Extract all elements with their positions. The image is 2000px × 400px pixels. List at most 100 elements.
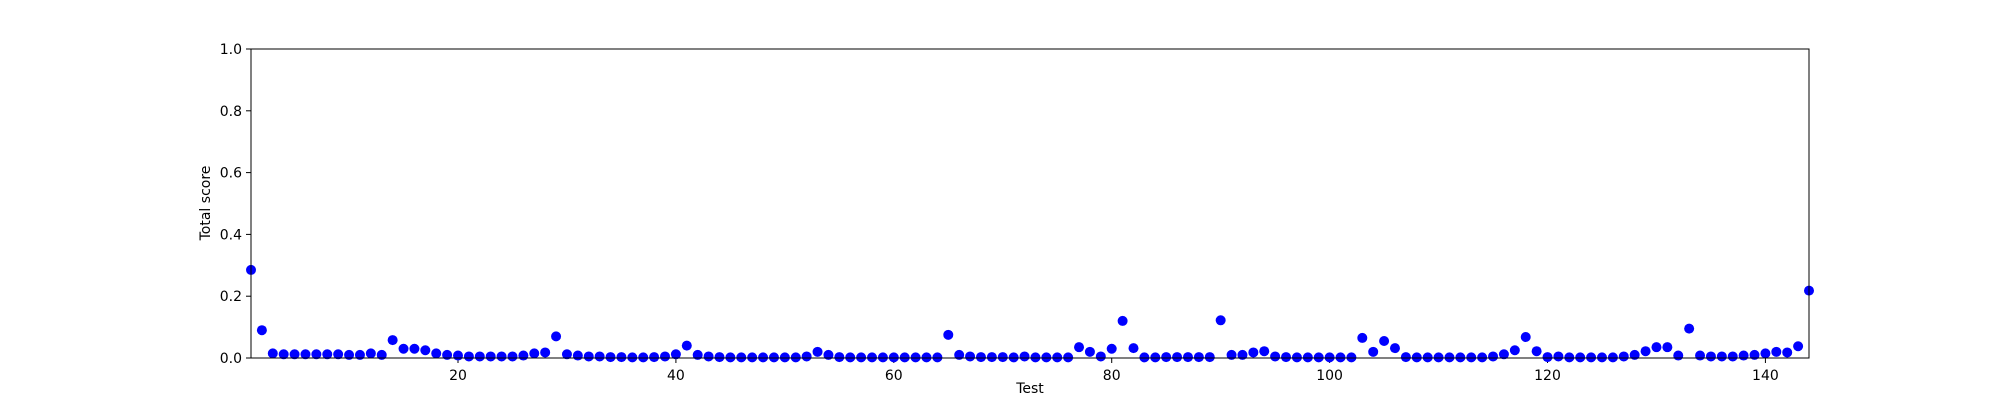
point xyxy=(300,349,311,360)
point xyxy=(834,352,845,363)
point xyxy=(692,349,703,360)
y-tick-label: 0.0 xyxy=(220,351,242,367)
point xyxy=(954,349,965,360)
point xyxy=(496,351,507,362)
point xyxy=(758,352,769,363)
x-tick-label: 40 xyxy=(667,368,685,384)
point xyxy=(1389,343,1400,354)
point xyxy=(856,352,867,363)
point xyxy=(1477,352,1488,363)
point xyxy=(398,343,409,354)
point xyxy=(801,351,812,362)
point xyxy=(474,351,485,362)
point xyxy=(943,329,954,340)
point xyxy=(1662,342,1673,353)
point xyxy=(529,348,540,359)
point xyxy=(812,346,823,357)
point xyxy=(986,352,997,363)
point xyxy=(1542,352,1553,363)
point xyxy=(1106,343,1117,354)
point xyxy=(1520,331,1531,342)
y-axis-label: Total score xyxy=(198,166,214,242)
point xyxy=(1596,352,1607,363)
point xyxy=(768,352,779,363)
point xyxy=(1063,352,1074,363)
point xyxy=(1705,351,1716,362)
point xyxy=(670,349,681,360)
x-tick-label: 60 xyxy=(885,368,903,384)
point xyxy=(616,352,627,363)
point xyxy=(1291,352,1302,363)
point xyxy=(747,352,758,363)
point xyxy=(1738,350,1749,361)
y-tick-label: 0.2 xyxy=(220,289,242,305)
point xyxy=(1379,336,1390,347)
y-tick-label: 1.0 xyxy=(220,42,242,58)
point xyxy=(965,351,976,362)
point xyxy=(1618,351,1629,362)
point xyxy=(1313,352,1324,363)
point xyxy=(877,352,888,363)
point xyxy=(561,349,572,360)
point xyxy=(442,349,453,360)
y-tick-label: 0.4 xyxy=(220,227,242,243)
point xyxy=(409,343,420,354)
point xyxy=(1095,351,1106,362)
point xyxy=(1455,352,1466,363)
point xyxy=(1226,349,1237,360)
point xyxy=(1509,345,1520,356)
point xyxy=(1444,352,1455,363)
point xyxy=(594,351,605,362)
point xyxy=(649,352,660,363)
point xyxy=(1684,323,1695,334)
point xyxy=(1553,351,1564,362)
point xyxy=(975,352,986,363)
point xyxy=(845,352,856,363)
point xyxy=(910,352,921,363)
point xyxy=(1259,346,1270,357)
point xyxy=(725,352,736,363)
point xyxy=(1172,352,1183,363)
point xyxy=(1771,346,1782,357)
point xyxy=(1324,352,1335,363)
point xyxy=(431,348,442,359)
point xyxy=(1335,352,1346,363)
point xyxy=(921,352,932,363)
point xyxy=(1270,351,1281,362)
point xyxy=(627,352,638,363)
point xyxy=(463,351,474,362)
point xyxy=(1150,352,1161,363)
point xyxy=(1368,346,1379,357)
point xyxy=(714,352,725,363)
point xyxy=(1008,352,1019,363)
point xyxy=(289,349,300,360)
point xyxy=(1019,351,1030,362)
point xyxy=(1215,315,1226,326)
point xyxy=(790,352,801,363)
point xyxy=(1575,352,1586,363)
point xyxy=(311,349,322,360)
point xyxy=(1498,349,1509,360)
point xyxy=(1204,352,1215,363)
point xyxy=(453,350,464,361)
point xyxy=(1411,352,1422,363)
point xyxy=(354,349,365,360)
point xyxy=(1237,349,1248,360)
point xyxy=(1749,349,1760,360)
plot-frame xyxy=(250,48,1810,359)
point xyxy=(1182,352,1193,363)
point xyxy=(1433,352,1444,363)
x-tick-label: 100 xyxy=(1316,368,1343,384)
point xyxy=(660,351,671,362)
point xyxy=(1607,352,1618,363)
point xyxy=(1052,352,1063,363)
point xyxy=(703,351,714,362)
point xyxy=(1041,352,1052,363)
point xyxy=(256,325,267,336)
point xyxy=(583,351,594,362)
x-tick-label: 20 xyxy=(449,368,467,384)
x-tick-label: 120 xyxy=(1534,368,1561,384)
point xyxy=(1564,352,1575,363)
point xyxy=(997,352,1008,363)
